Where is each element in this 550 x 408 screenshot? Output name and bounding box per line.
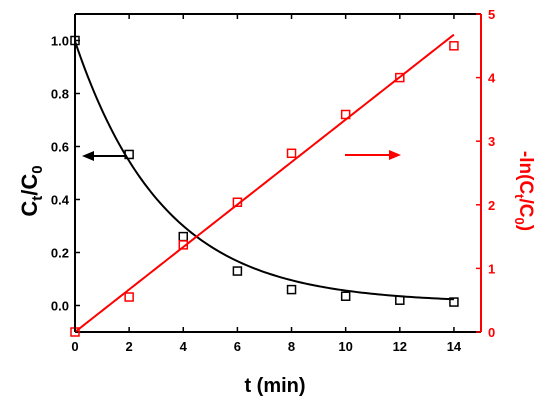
left-tick-label: 0.2 [51,246,69,261]
left-tick-label: 0.0 [51,299,69,314]
x-tick-label: 4 [180,339,188,354]
ln-concentration-point [178,240,189,250]
fit-lines [74,33,455,333]
left-axis-arrow-head [82,151,94,161]
right-axis-title-sub-t: t [512,194,527,199]
left-tick-label: 0.4 [51,193,70,208]
x-axis-ticks: 0 2 4 6 8 10 12 14 [71,14,462,354]
right-axis-title-slash-c: /C [515,199,536,218]
x-axis-title: t (min) [244,375,305,397]
right-axis-ticks: 0 1 2 3 4 5 [476,7,496,340]
right-axis-title-sub-0: 0 [512,218,527,225]
right-tick-label: 4 [488,71,496,86]
left-tick-label: 1.0 [51,34,69,49]
right-axis-title-suffix: ) [515,225,536,231]
concentration-point [232,266,243,276]
left-axis-title-c: C [17,201,42,217]
x-tick-label: 8 [288,339,295,354]
concentration-point [286,284,297,295]
data-markers [70,35,459,337]
left-axis-title-slash-c: /C [17,174,42,196]
concentration-point [449,297,459,307]
ln-concentration-point [449,41,459,51]
axis-arrows [82,150,401,161]
x-tick-label: 14 [447,339,462,354]
left-axis-title-sub-0: 0 [29,165,46,173]
right-tick-label: 5 [488,7,495,22]
left-axis-title: Ct/C0 [17,165,46,216]
concentration-point [124,149,134,160]
right-tick-label: 0 [488,325,495,340]
ln-concentration-point [232,197,243,208]
right-axis-arrow-head [389,150,401,160]
left-tick-label: 0.6 [51,140,69,155]
left-axis-ticks: 0.0 0.2 0.4 0.6 0.8 1.0 [51,34,80,314]
x-tick-label: 0 [71,339,78,354]
left-axis-title-sub-t: t [29,196,46,201]
ln-concentration-point [286,148,297,159]
ln-concentration-point [395,72,405,83]
plot-frame [74,13,482,333]
right-tick-label: 2 [488,198,495,213]
concentration-point [340,291,351,301]
right-tick-label: 1 [488,261,495,276]
concentration-point [178,231,189,242]
x-tick-label: 12 [393,339,407,354]
right-axis-title-prefix: -ln(C [515,151,536,195]
left-tick-label: 0.8 [51,87,69,102]
decay-fit-curve [74,40,454,301]
linear-fit-line [74,33,455,333]
right-axis-title: -ln(Ct/C0) [512,151,536,231]
concentration-point [395,295,405,305]
ln-concentration-point [124,292,134,302]
x-tick-label: 2 [126,339,133,354]
x-tick-label: 10 [338,339,352,354]
x-tick-label: 6 [234,339,241,354]
ln-concentration-point [340,109,351,120]
right-tick-label: 3 [488,134,495,149]
